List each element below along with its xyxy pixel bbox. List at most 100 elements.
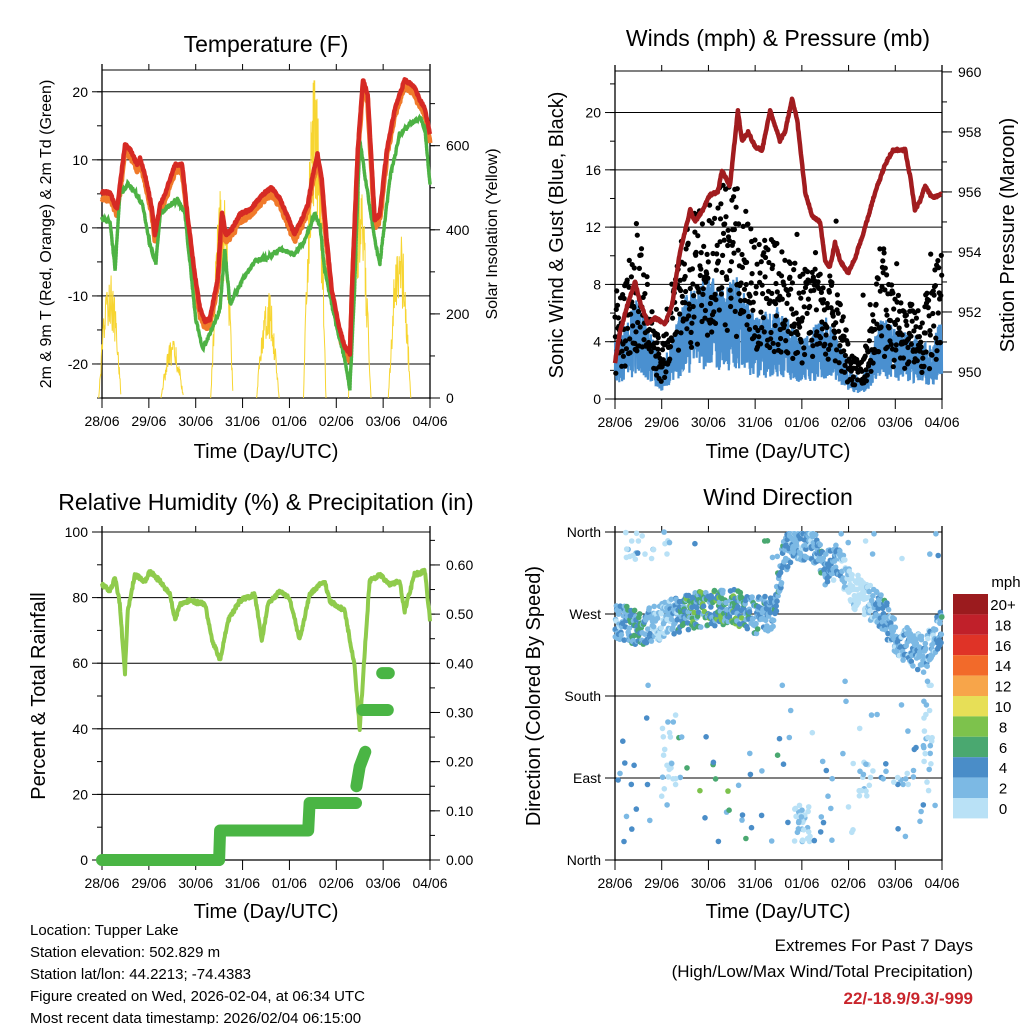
direction-panel: 28/06 29/06 30/06 31/06 01/06 02/06 03/06 04/06… [564, 524, 959, 891]
gust-point [873, 301, 879, 307]
direction-point [927, 750, 933, 757]
direction-point [913, 744, 919, 751]
gust-point [749, 271, 755, 277]
direction-point [617, 770, 623, 777]
direction-point [797, 535, 804, 542]
gust-point [862, 353, 868, 359]
gust-point [801, 304, 807, 310]
direction-point [891, 616, 897, 622]
legend-label: 2 [999, 781, 1007, 798]
recent-timestamp: Most recent data timestamp: 2026/02/04 0… [30, 1010, 361, 1024]
gust-point [866, 338, 873, 344]
direction-point [895, 826, 901, 832]
direction-point [811, 837, 818, 844]
gust-point [830, 309, 836, 315]
gust-point [689, 320, 695, 326]
gust-point [836, 360, 842, 366]
y-tick-label: 0 [80, 852, 88, 868]
gust-point [797, 324, 803, 330]
y-tick-label: North [567, 852, 601, 868]
gust-point [773, 313, 780, 319]
direction-point [684, 765, 690, 771]
x-tick-label: 02/06 [319, 413, 354, 429]
direction-point [670, 776, 676, 782]
gust-point [926, 366, 933, 372]
direction-point [725, 788, 731, 794]
gust-point [712, 291, 718, 297]
gust-point [734, 186, 740, 192]
direction-point [830, 577, 837, 583]
gust-point [731, 250, 737, 256]
y-tick-label: 10 [72, 152, 88, 168]
gust-point [819, 326, 825, 332]
direction-point [720, 587, 726, 594]
gust-point [822, 341, 828, 347]
gust-point [759, 282, 765, 288]
gust-point [913, 315, 920, 321]
x-tick-label: 02/06 [831, 414, 866, 430]
direction-point [685, 592, 692, 599]
direction-point [693, 604, 700, 611]
gust-point [751, 244, 757, 250]
gust-point [714, 242, 720, 248]
gust-point [812, 250, 819, 256]
gust-point [715, 205, 721, 211]
gust-point [906, 359, 912, 365]
gust-point [757, 270, 763, 276]
direction-point [939, 614, 945, 620]
direction-point [658, 625, 664, 631]
wind-speed-line [613, 277, 944, 393]
gust-point [700, 291, 706, 297]
gust-point [867, 302, 873, 308]
gust-point [712, 320, 719, 326]
gust-point [744, 259, 750, 265]
y-right-tick-label: 950 [958, 364, 982, 380]
gust-point [792, 260, 798, 266]
legend-label: 6 [999, 740, 1007, 757]
gust-point [878, 324, 884, 330]
gust-point [701, 243, 707, 249]
direction-point [787, 559, 794, 566]
direction-point [643, 715, 650, 721]
gust-point [720, 182, 726, 188]
gust-point [782, 257, 788, 263]
gust-point [687, 285, 693, 292]
gust-point [731, 194, 737, 200]
direction-point [743, 835, 749, 842]
gust-point [691, 314, 697, 320]
gust-point [903, 318, 909, 324]
gust-point [698, 266, 704, 272]
gust-point [778, 335, 784, 342]
gust-point [750, 299, 756, 305]
gust-point [655, 346, 661, 352]
gust-point [908, 341, 915, 347]
direction-point [774, 553, 781, 560]
gust-point [771, 348, 777, 355]
gust-point [770, 262, 776, 268]
direction-point [769, 554, 776, 561]
direction-point [870, 768, 876, 774]
legend-swatch [953, 594, 988, 615]
x-tick-label: 31/06 [738, 875, 773, 891]
gust-point [902, 365, 908, 371]
gust-point [870, 360, 876, 366]
direction-point [631, 632, 638, 639]
direction-point [910, 767, 917, 774]
gust-point [744, 322, 750, 328]
gust-point [779, 249, 785, 255]
direction-points [612, 529, 945, 845]
direction-point [920, 802, 927, 808]
gust-point [760, 291, 766, 297]
gust-point [702, 307, 709, 314]
direction-ylabel: Direction (Colored By Speed) [523, 566, 545, 826]
gust-point [715, 258, 722, 264]
x-tick-label: 04/06 [924, 414, 959, 430]
gust-point [827, 342, 833, 348]
direction-point [842, 678, 848, 685]
gust-point [801, 345, 807, 351]
gust-point [845, 341, 851, 347]
gust-point [695, 233, 701, 239]
direction-point [878, 592, 884, 598]
direction-point [668, 760, 675, 767]
humidity-title: Relative Humidity (%) & Precipitation (i… [58, 489, 473, 515]
